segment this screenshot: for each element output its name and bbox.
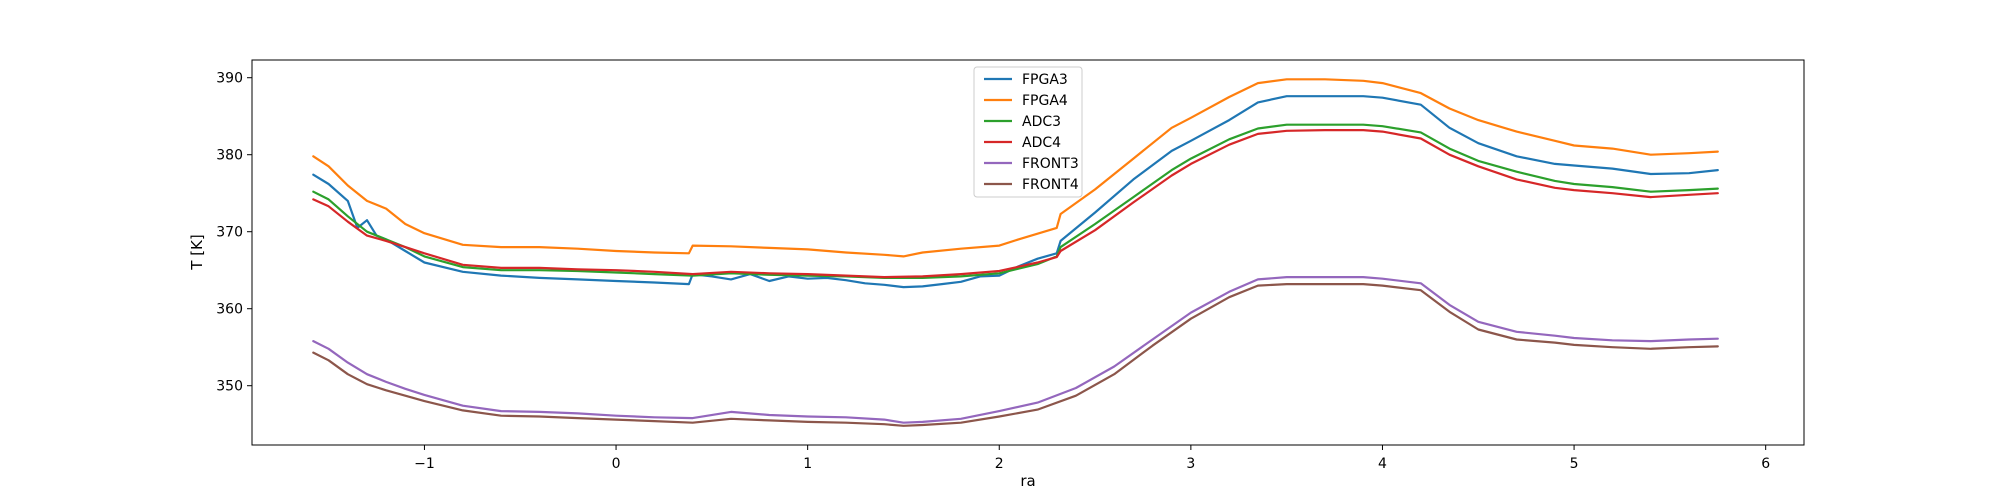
x-tick-label: 2 — [995, 456, 1004, 472]
x-tick-label: −1 — [414, 456, 435, 472]
axes-frame — [251, 59, 1805, 446]
y-tick-label: 370 — [216, 225, 243, 241]
x-tick-label: 6 — [1761, 456, 1770, 472]
y-tick-label: 350 — [216, 379, 243, 395]
series-line-fpga3 — [312, 95, 1719, 289]
legend-label-front3: FRONT3 — [1022, 156, 1079, 172]
x-tick-label: 1 — [803, 456, 812, 472]
legend-label-fpga4: FPGA4 — [1022, 93, 1068, 109]
legend-label-adc4: ADC4 — [1022, 135, 1061, 151]
y-tick-label: 360 — [216, 302, 243, 318]
series-line-front4 — [312, 283, 1719, 427]
series-line-adc4 — [312, 129, 1719, 279]
plot-series-group — [312, 78, 1719, 427]
series-line-adc3 — [312, 123, 1719, 279]
y-axis-ticks: 350 360 370 380 390 — [216, 71, 252, 395]
x-axis-label: ra — [1020, 472, 1035, 490]
legend-label-front4: FRONT4 — [1022, 177, 1079, 193]
y-tick-label: 380 — [216, 148, 243, 164]
legend: FPGA3 FPGA4 ADC3 ADC4 FRONT3 FRONT4 — [973, 66, 1083, 198]
y-axis-label: T [K] — [188, 234, 206, 270]
x-tick-label: 0 — [612, 456, 621, 472]
series-line-front3 — [312, 276, 1719, 424]
x-tick-label: 5 — [1570, 456, 1579, 472]
legend-entries: FPGA3 FPGA4 ADC3 ADC4 FRONT3 FRONT4 — [984, 72, 1079, 193]
legend-label-adc3: ADC3 — [1022, 114, 1061, 130]
y-tick-label: 390 — [216, 71, 243, 87]
x-tick-label: 4 — [1378, 456, 1387, 472]
x-tick-label: 3 — [1186, 456, 1195, 472]
legend-label-fpga3: FPGA3 — [1022, 72, 1068, 88]
x-axis-ticks: −1 0 1 2 3 4 5 6 — [414, 445, 1770, 472]
series-line-fpga4 — [312, 78, 1719, 258]
